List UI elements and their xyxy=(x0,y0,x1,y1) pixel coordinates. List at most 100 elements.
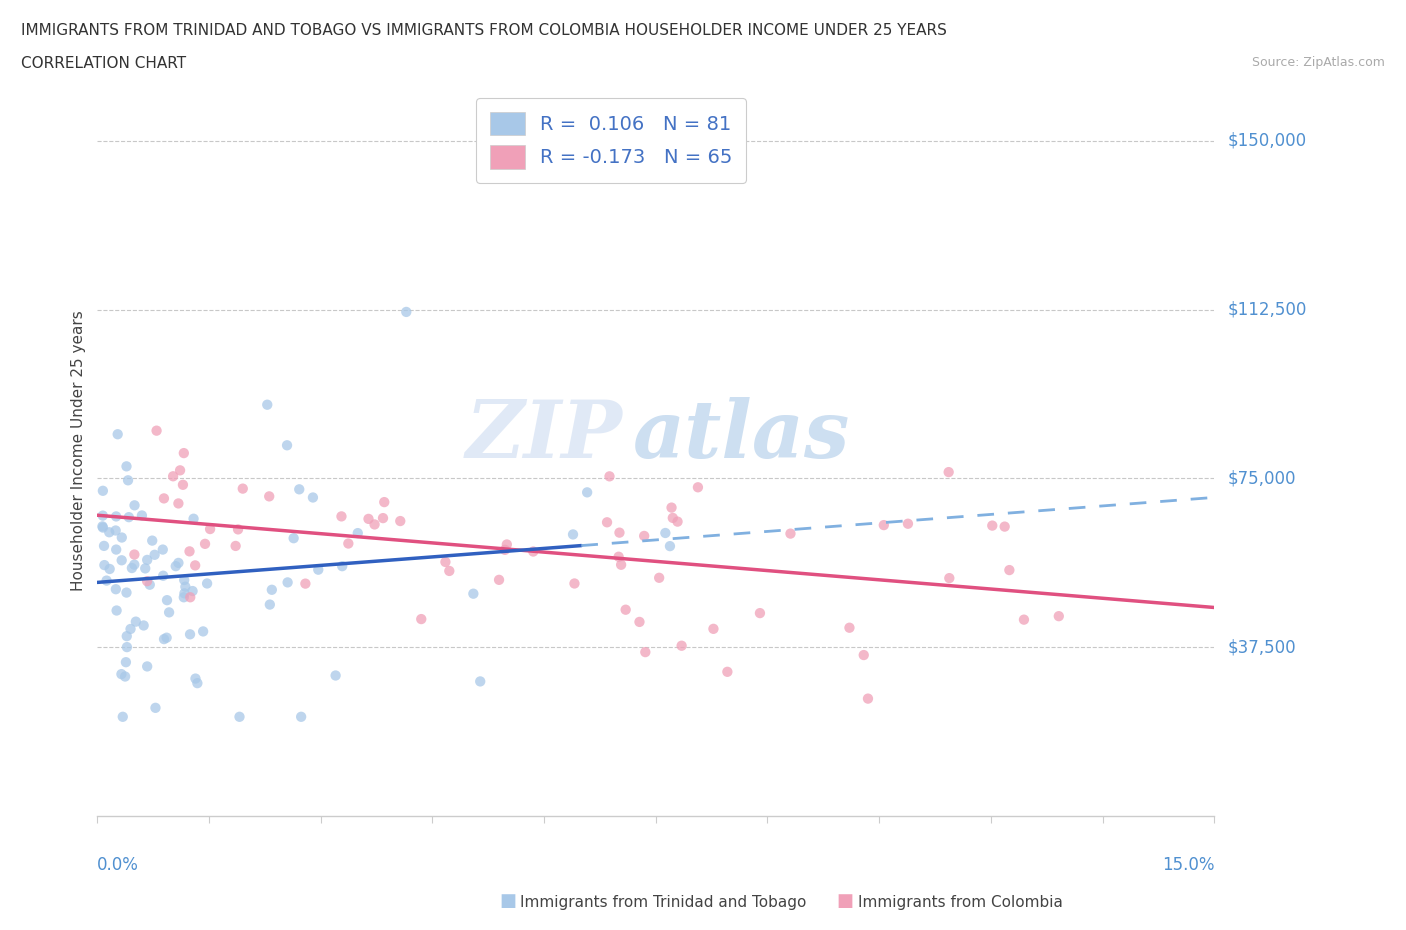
Point xyxy=(1047,609,1070,624)
Point xyxy=(666,514,689,529)
Point xyxy=(184,671,207,686)
Point xyxy=(169,463,191,478)
Point xyxy=(852,647,875,662)
Point xyxy=(562,527,585,542)
Point xyxy=(434,554,457,569)
Point xyxy=(194,537,217,551)
Point xyxy=(111,530,134,545)
Text: CORRELATION CHART: CORRELATION CHART xyxy=(21,56,186,71)
Point xyxy=(662,511,685,525)
Point xyxy=(411,612,433,627)
Point xyxy=(686,480,709,495)
Point xyxy=(389,513,412,528)
Point xyxy=(357,512,380,526)
Point xyxy=(337,536,360,551)
Point xyxy=(115,629,138,644)
Point xyxy=(488,572,510,587)
Point xyxy=(470,674,492,689)
Point xyxy=(183,512,205,526)
Point xyxy=(610,557,633,572)
Point xyxy=(184,558,207,573)
Point xyxy=(439,564,461,578)
Text: $150,000: $150,000 xyxy=(1227,132,1306,150)
Point xyxy=(124,547,146,562)
Point xyxy=(330,559,353,574)
Point xyxy=(198,522,221,537)
Point xyxy=(276,438,298,453)
Point xyxy=(120,621,142,636)
Point xyxy=(136,659,159,674)
Point xyxy=(838,620,860,635)
Point xyxy=(873,518,896,533)
Text: 15.0%: 15.0% xyxy=(1161,856,1215,874)
Point xyxy=(152,568,174,583)
Point xyxy=(779,526,801,541)
Point xyxy=(654,525,676,540)
Point xyxy=(167,555,190,570)
Point xyxy=(195,576,218,591)
Point xyxy=(576,485,599,499)
Point xyxy=(136,552,159,567)
Point xyxy=(153,491,176,506)
Point xyxy=(938,465,960,480)
Text: ■: ■ xyxy=(499,892,516,910)
Point xyxy=(628,615,651,630)
Point xyxy=(98,525,121,539)
Point xyxy=(648,570,671,585)
Text: ZIP: ZIP xyxy=(465,397,623,474)
Point xyxy=(395,304,418,319)
Point xyxy=(346,525,368,540)
Point xyxy=(607,550,630,565)
Point xyxy=(139,578,162,592)
Point xyxy=(91,519,114,534)
Point xyxy=(191,624,214,639)
Text: $112,500: $112,500 xyxy=(1227,300,1308,319)
Point xyxy=(104,523,127,538)
Point xyxy=(463,586,485,601)
Point xyxy=(599,469,621,484)
Point xyxy=(173,445,195,460)
Point xyxy=(225,538,247,553)
Point xyxy=(307,563,329,578)
Point xyxy=(671,638,693,653)
Point xyxy=(290,710,312,724)
Point xyxy=(716,664,738,679)
Point xyxy=(105,603,128,618)
Point xyxy=(330,509,353,524)
Point xyxy=(256,397,278,412)
Point xyxy=(156,592,179,607)
Point xyxy=(179,544,201,559)
Point xyxy=(179,590,201,604)
Point xyxy=(136,574,159,589)
Text: Source: ZipAtlas.com: Source: ZipAtlas.com xyxy=(1251,56,1385,69)
Point xyxy=(105,542,128,557)
Point xyxy=(107,427,129,442)
Point xyxy=(111,552,134,567)
Point xyxy=(91,484,114,498)
Point xyxy=(134,561,156,576)
Point xyxy=(118,510,141,525)
Point xyxy=(141,533,163,548)
Point xyxy=(994,519,1017,534)
Point xyxy=(228,710,250,724)
Legend: R =  0.106   N = 81, R = -0.173   N = 65: R = 0.106 N = 81, R = -0.173 N = 65 xyxy=(477,99,747,182)
Point xyxy=(856,691,879,706)
Point xyxy=(748,605,770,620)
Point xyxy=(93,558,115,573)
Point xyxy=(181,584,204,599)
Point xyxy=(226,522,249,537)
Point xyxy=(174,579,197,594)
Point xyxy=(143,548,166,563)
Point xyxy=(634,644,657,659)
Point xyxy=(115,640,138,655)
Point xyxy=(145,700,167,715)
Point xyxy=(288,482,311,497)
Point xyxy=(114,669,136,684)
Point xyxy=(232,481,254,496)
Point xyxy=(111,710,134,724)
Point xyxy=(157,604,180,619)
Point xyxy=(110,667,132,682)
Point xyxy=(179,627,201,642)
Point xyxy=(91,508,114,523)
Point xyxy=(125,614,148,629)
